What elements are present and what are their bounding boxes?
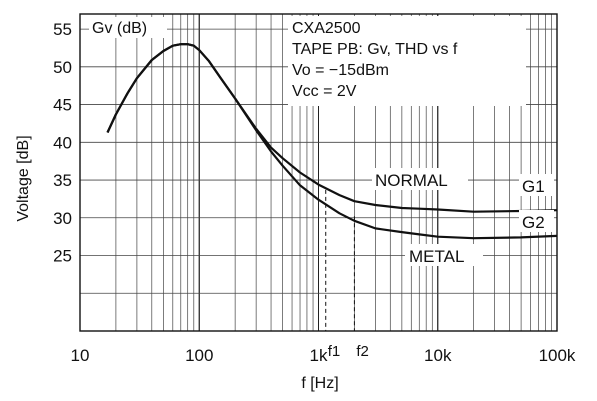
series-label-metal: METAL bbox=[409, 247, 464, 266]
info-line: TAPE PB: Gv, THD vs f bbox=[292, 41, 458, 58]
series-tag-g1: G1 bbox=[522, 177, 545, 196]
marker-label-f1: f1 bbox=[328, 343, 341, 360]
y-axis-title: Voltage [dB] bbox=[15, 135, 32, 221]
y-tick-label: 25 bbox=[53, 247, 72, 266]
frequency-markers bbox=[325, 189, 355, 331]
tick-labels: 25 30 35 40 45 50 55 10 100 1k 10k 100k f1 f2 bbox=[53, 20, 576, 365]
y-tick-label: 35 bbox=[53, 171, 72, 190]
metal-label-bg bbox=[405, 244, 483, 266]
info-line: Vo = −15dBm bbox=[292, 62, 389, 79]
marker-label-f2: f2 bbox=[356, 343, 369, 360]
series-lines bbox=[106, 43, 558, 240]
plot-frame bbox=[79, 13, 558, 332]
y-tick-label: 55 bbox=[53, 20, 72, 39]
info-line: CXA2500 bbox=[292, 20, 361, 37]
x-axis-title: f [Hz] bbox=[301, 375, 338, 392]
y-tick-label: 45 bbox=[53, 96, 72, 115]
y-tick-label: 50 bbox=[53, 58, 72, 77]
x-tick-label: 100 bbox=[185, 346, 213, 365]
g2-tag-bg bbox=[519, 210, 554, 232]
series-tag-g2: G2 bbox=[522, 213, 545, 232]
y-tick-label: 30 bbox=[53, 209, 72, 228]
g1-tag-bg bbox=[519, 174, 554, 196]
x-tick-label: 100k bbox=[539, 346, 576, 365]
normal-label-bg bbox=[372, 168, 468, 190]
info-box-bg bbox=[288, 16, 526, 106]
gv-axis-label: Gv (dB) bbox=[92, 20, 147, 37]
x-tick-label: 10k bbox=[424, 346, 452, 365]
y-tick-label: 40 bbox=[53, 133, 72, 152]
x-tick-label: 10 bbox=[71, 346, 90, 365]
info-line: Vcc = 2V bbox=[292, 83, 357, 100]
chart-labels: f [Hz] Voltage [dB] Gv (dB) CXA2500 TAPE PB:… bbox=[15, 16, 554, 392]
series-line-metal bbox=[106, 43, 558, 240]
gv-label-bg bbox=[89, 17, 167, 38]
series-label-normal: NORMAL bbox=[375, 171, 448, 190]
x-tick-label: 1k bbox=[310, 346, 328, 365]
